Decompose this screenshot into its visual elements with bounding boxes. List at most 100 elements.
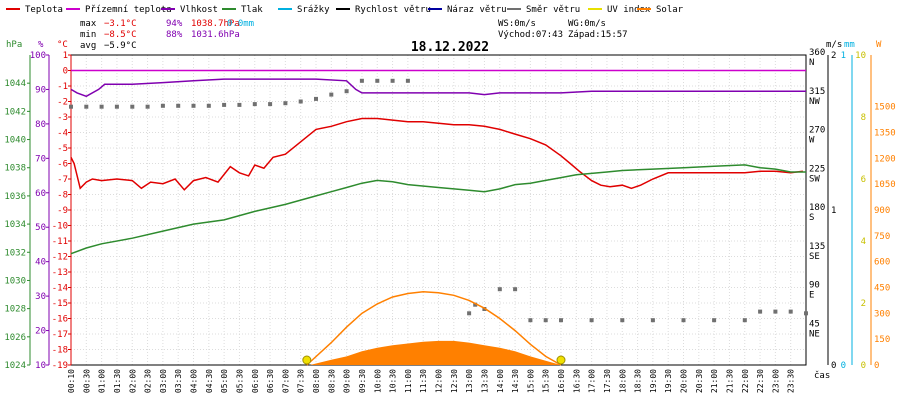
- solar-tick: 0: [874, 361, 879, 371]
- solar-tick: 1500: [874, 103, 896, 113]
- temperature-tick: -7: [57, 175, 68, 185]
- humidity-tick: 30: [35, 292, 46, 302]
- x-tick-label: 13:00: [465, 369, 474, 393]
- x-tick-label: 00:30: [82, 369, 91, 393]
- wind-dir-tick: 180: [809, 203, 825, 213]
- x-tick-label: 01:30: [113, 369, 122, 393]
- temperature-tick: -16: [52, 315, 68, 325]
- pressure-tick: 1038: [4, 164, 26, 174]
- wind-direction-point: [114, 104, 119, 109]
- x-tick-label: 03:30: [174, 369, 183, 393]
- wind-direction-point: [252, 102, 257, 107]
- unit-hpa: hPa: [6, 40, 22, 50]
- wind-direction-point: [84, 104, 89, 109]
- x-tick-label: 16:30: [572, 369, 581, 393]
- legend: Teplota Přízemní teplota Vlhkost Tlak Srážky…: [6, 5, 684, 15]
- wind-direction-point: [329, 92, 334, 97]
- humidity-tick: 10: [35, 361, 46, 371]
- temperature-tick: -2: [57, 98, 68, 108]
- wind-direction-point: [130, 104, 135, 109]
- stats-avg-temp: −5.9°C: [104, 41, 137, 51]
- x-tick-label: 17:00: [588, 369, 597, 393]
- wind-direction-point: [283, 101, 288, 106]
- temperature-tick: -18: [52, 346, 68, 356]
- stats-avg-label: avg: [80, 41, 96, 51]
- unit-degc: °C: [57, 40, 68, 50]
- wind-direction-point: [650, 318, 655, 323]
- x-tick-label: 02:00: [128, 369, 137, 393]
- stats-min-press: 1031.6hPa: [191, 30, 240, 40]
- wind-dir-label: SE: [809, 252, 820, 262]
- temperature-tick: -12: [52, 253, 68, 263]
- x-tick-label: 14:30: [511, 369, 520, 393]
- x-tick-label: 08:00: [312, 369, 321, 393]
- x-tick-label: 19:00: [649, 369, 658, 393]
- x-tick-label: 08:30: [327, 369, 336, 393]
- pressure-tick: 1028: [4, 305, 26, 315]
- x-tick-label: 13:30: [480, 369, 489, 393]
- wind-dir-tick: 270: [809, 126, 825, 136]
- wind-dir-label: NE: [809, 329, 820, 339]
- pressure-tick: 1036: [4, 192, 26, 202]
- x-tick-label: 12:00: [435, 369, 444, 393]
- legend-label-0: Teplota: [25, 5, 63, 15]
- wind-dir-label: N: [809, 58, 814, 68]
- solar-tick: 300: [874, 309, 890, 319]
- series-vlhkost: [70, 78, 806, 98]
- temperature-tick: -6: [57, 160, 68, 170]
- wind-direction-point: [513, 287, 518, 292]
- humidity-tick: 40: [35, 258, 46, 268]
- wind-direction-point: [298, 99, 303, 104]
- pressure-tick: 1030: [4, 276, 26, 286]
- x-tick-label: 02:30: [144, 369, 153, 393]
- stats-max-rain: 0.0mm: [227, 19, 254, 29]
- x-tick-label: 20:00: [680, 369, 689, 393]
- wind-info: WS:0m/s WG:0m/s Východ:07:43 Západ:15:57: [498, 19, 628, 40]
- wind-direction-point: [99, 104, 104, 109]
- legend-label-1: Přízemní teplota: [85, 5, 172, 15]
- uv-tick: 2: [861, 299, 866, 309]
- series-teplota: [70, 117, 803, 191]
- wind-dir-tick: 360: [809, 48, 825, 58]
- x-tick-label: 19:30: [664, 369, 673, 393]
- x-tick-label: 12:30: [450, 369, 459, 393]
- stats-max-label: max: [80, 19, 97, 29]
- stats-max-temp: −3.1°C: [104, 19, 137, 29]
- stats-min-label: min: [80, 30, 96, 40]
- x-tick-label: 18:00: [618, 369, 627, 393]
- legend-label-8: UV index: [607, 5, 651, 15]
- x-tick-label: 06:30: [266, 369, 275, 393]
- temperature-tick: -11: [52, 237, 68, 247]
- wind-direction-point: [69, 104, 73, 109]
- solar-tick: 750: [874, 232, 890, 242]
- legend-label-7: Směr větru: [526, 5, 580, 15]
- pressure-tick: 1034: [4, 220, 26, 230]
- x-tick-label: 05:00: [220, 369, 229, 393]
- axes: 1044104210401038103610341032103010281026…: [4, 48, 895, 371]
- pressure-tick: 1042: [4, 107, 26, 117]
- humidity-tick: 80: [35, 120, 46, 130]
- humidity-tick: 20: [35, 327, 46, 337]
- wind-direction-point: [160, 103, 165, 108]
- solar-tick: 1350: [874, 129, 896, 139]
- wind-direction-point: [222, 102, 227, 107]
- wind-dir-tick: 90: [809, 281, 820, 291]
- chart-title: 18.12.2022: [411, 40, 489, 55]
- stats-max-hum: 94%: [166, 19, 183, 29]
- wind-direction-point: [788, 309, 793, 314]
- x-tick-label: 23:30: [787, 369, 796, 393]
- temperature-tick: -13: [52, 268, 68, 278]
- legend-label-3: Tlak: [241, 5, 263, 15]
- x-tick-label: 21:00: [710, 369, 719, 393]
- x-tick-label: 23:00: [771, 369, 780, 393]
- wind-dir-tick: 225: [809, 164, 825, 174]
- wind-direction-point: [390, 78, 395, 83]
- legend-label-4: Srážky: [297, 5, 330, 15]
- legend-label-5: Rychlost větru: [355, 5, 431, 15]
- temperature-tick: -17: [52, 330, 68, 340]
- temperature-tick: -3: [57, 113, 68, 123]
- x-tick-label: 07:30: [297, 369, 306, 393]
- wind-direction-point: [145, 104, 150, 109]
- sunrise-time: Východ:07:43: [498, 30, 563, 40]
- wind-direction-point: [712, 318, 717, 323]
